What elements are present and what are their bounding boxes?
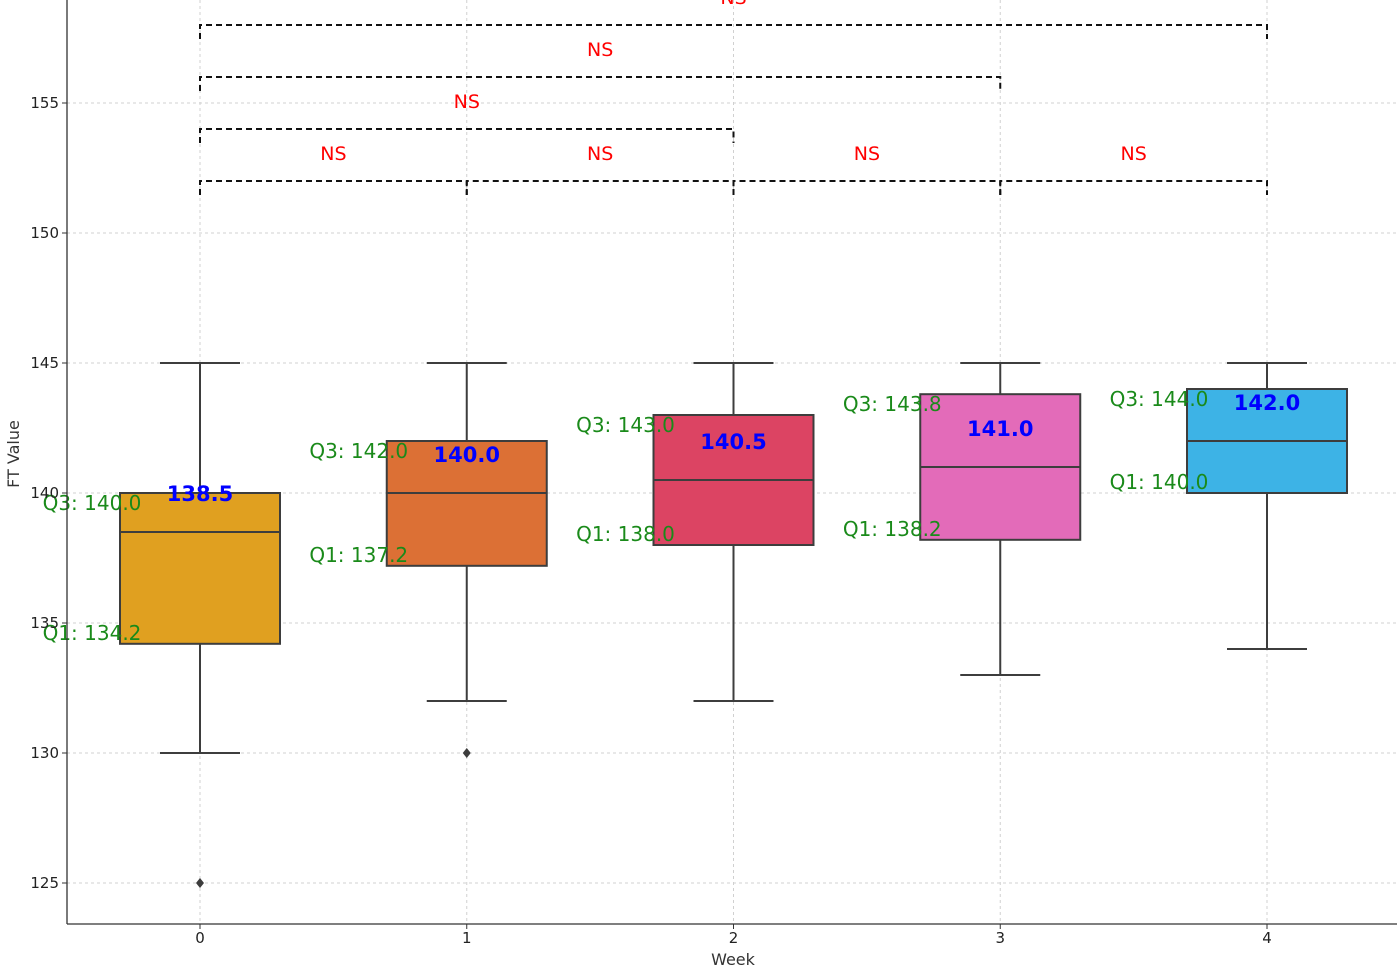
box-week-4 bbox=[1186, 362, 1348, 650]
y-tick-label: 125 bbox=[30, 874, 59, 892]
y-axis-label: FT Value bbox=[4, 420, 23, 488]
x-tick-label: 3 bbox=[995, 929, 1005, 947]
significance-bracket bbox=[199, 128, 735, 143]
significance-label: NS bbox=[1120, 143, 1146, 165]
significance-bracket bbox=[732, 180, 1002, 195]
significance-bracket bbox=[999, 180, 1268, 195]
median-label: 141.0 bbox=[967, 417, 1033, 441]
q1-label: Q1: 140.0 bbox=[1110, 470, 1209, 494]
box-week-0 bbox=[119, 362, 281, 888]
box-week-2 bbox=[652, 362, 815, 702]
annotations: Q3: 140.0 Q1: 134.2 138.5 Q3: 142.0 Q1: 137.… bbox=[43, 387, 1301, 645]
significance-label: NS bbox=[854, 143, 880, 165]
outlier-point bbox=[196, 878, 204, 888]
significance-bracket bbox=[199, 180, 468, 195]
median-label: 140.5 bbox=[700, 430, 766, 454]
q3-label: Q3: 143.0 bbox=[576, 413, 675, 437]
box-body bbox=[385, 440, 548, 567]
median-label: 142.0 bbox=[1234, 391, 1300, 415]
box-series bbox=[119, 362, 1348, 888]
box-week-1 bbox=[385, 362, 548, 758]
box-week-3 bbox=[919, 362, 1082, 676]
median-label: 140.0 bbox=[434, 443, 500, 467]
q1-label: Q1: 137.2 bbox=[309, 543, 408, 567]
y-tick-label: 145 bbox=[30, 354, 59, 372]
y-tick-label: 150 bbox=[30, 224, 59, 242]
x-tick-label: 1 bbox=[462, 929, 472, 947]
significance-bracket bbox=[465, 180, 735, 195]
q3-label: Q3: 142.0 bbox=[309, 439, 408, 463]
y-tick-label: 130 bbox=[30, 744, 59, 762]
significance-label: NS bbox=[587, 39, 613, 61]
x-axis-label: Week bbox=[711, 950, 756, 969]
x-tick-label: 2 bbox=[729, 929, 739, 947]
q3-label: Q3: 144.0 bbox=[1110, 387, 1209, 411]
outlier-point bbox=[462, 748, 471, 758]
x-tick-label: 0 bbox=[195, 929, 205, 947]
significance-label: NS bbox=[454, 91, 480, 113]
axes: Week FT Value 125 130 135 140 145 150 155 0 1 2 3 4 bbox=[4, 0, 1397, 969]
significance-label: NS bbox=[587, 143, 613, 165]
q1-label: Q1: 134.2 bbox=[43, 621, 142, 645]
q3-label: Q3: 143.8 bbox=[843, 392, 942, 416]
x-tick-label: 4 bbox=[1262, 929, 1272, 947]
y-tick-label: 140 bbox=[30, 484, 59, 502]
significance-bracket bbox=[199, 76, 1002, 91]
y-tick-label: 135 bbox=[30, 614, 59, 632]
q3-label: Q3: 140.0 bbox=[43, 491, 142, 515]
box-body bbox=[119, 492, 281, 645]
y-tick-label: 155 bbox=[30, 94, 59, 112]
significance-brackets: NS NS NS NS NS NS NS bbox=[199, 0, 1268, 195]
median-label: 138.5 bbox=[167, 482, 233, 506]
significance-label: NS bbox=[720, 0, 746, 9]
q1-label: Q1: 138.2 bbox=[843, 517, 942, 541]
q1-label: Q1: 138.0 bbox=[576, 522, 675, 546]
significance-label: NS bbox=[320, 143, 346, 165]
